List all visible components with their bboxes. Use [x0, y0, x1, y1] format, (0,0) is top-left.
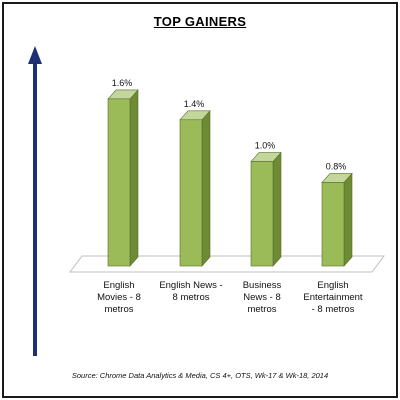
value-label: 0.8%	[326, 161, 347, 171]
value-label: 1.0%	[255, 141, 276, 151]
bar-chart: 1.6% English Movies - 8 metros 1.4% English N…	[28, 46, 385, 356]
value-label: 1.6%	[112, 78, 133, 88]
bar-front-face	[321, 182, 345, 267]
category-label: English Entertainment - 8 metros	[303, 280, 363, 315]
category-label: English Movies - 8 metros	[97, 280, 141, 315]
chart-floor	[69, 255, 385, 273]
up-arrow-head	[28, 46, 42, 64]
labels-group: 1.6% English Movies - 8 metros 1.4% English N…	[97, 78, 363, 315]
bar-side-face	[343, 172, 353, 267]
chart-title: TOP GAINERS	[153, 14, 247, 29]
category-label: English News -8 metros	[159, 280, 222, 303]
bar-front-face	[107, 98, 131, 267]
bar-3	[250, 151, 282, 267]
category-label: Business News - 8 metros	[243, 280, 282, 315]
bar-side-face	[272, 151, 282, 267]
bars-group	[107, 89, 353, 267]
value-label: 1.4%	[184, 99, 205, 109]
bar-4	[321, 172, 353, 267]
bar-front-face	[179, 119, 203, 267]
bar-2	[179, 109, 211, 267]
bar-side-face	[129, 89, 139, 267]
up-arrow-icon	[28, 46, 42, 356]
bar-1	[107, 89, 139, 267]
bar-front-face	[250, 161, 274, 267]
source-note: Source: Chrome Data Analytics & Media, C…	[71, 371, 329, 380]
bar-side-face	[201, 109, 211, 267]
